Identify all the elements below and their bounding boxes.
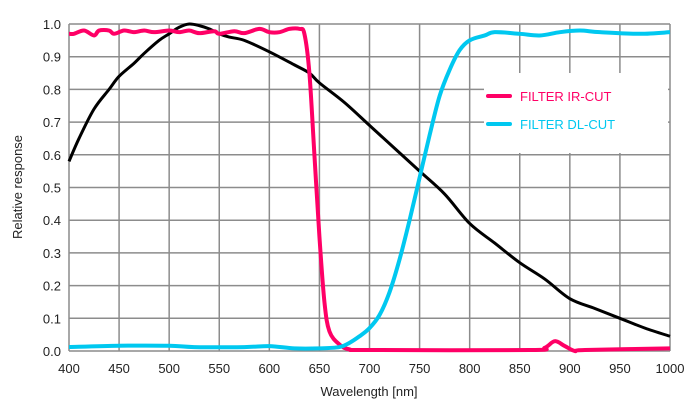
x-tick-label: 900 — [559, 361, 581, 376]
series-line-sensor-response — [67, 22, 671, 338]
x-tick-label: 700 — [359, 361, 381, 376]
y-tick-label: 0.7 — [43, 115, 61, 130]
legend-background — [484, 73, 668, 153]
series-line-filter-dl-cut — [68, 28, 671, 351]
legend-label-dl-cut: FILTER DL-CUT — [520, 117, 615, 132]
x-tick-label: 850 — [509, 361, 531, 376]
y-tick-label: 0.2 — [43, 279, 61, 294]
x-tick-label: 600 — [258, 361, 280, 376]
y-tick-label: 0.4 — [43, 213, 61, 228]
x-tick-labels: 400 450 500 550 600 650 700 750 800 850 900 950 1000 — [58, 361, 684, 376]
x-axis-label: Wavelength [nm] — [320, 384, 417, 399]
y-tick-label: 0.6 — [43, 148, 61, 163]
x-tick-label: 450 — [108, 361, 130, 376]
x-tick-label: 950 — [609, 361, 631, 376]
y-tick-label: 0.0 — [43, 344, 61, 359]
y-tick-labels: 0.0 0.1 0.2 0.3 0.4 0.5 0.6 0.7 0.8 0.9 1.0 — [43, 17, 61, 359]
x-tick-label: 1000 — [656, 361, 685, 376]
legend-label-ir-cut: FILTER IR-CUT — [520, 89, 612, 104]
y-tick-label: 0.5 — [43, 181, 61, 196]
x-tick-label: 500 — [158, 361, 180, 376]
y-tick-label: 0.9 — [43, 50, 61, 65]
y-axis-label: Relative response — [10, 135, 25, 239]
legend: FILTER IR-CUT FILTER DL-CUT — [486, 89, 615, 132]
x-tick-label: 550 — [208, 361, 230, 376]
y-tick-label: 1.0 — [43, 17, 61, 32]
x-tick-label: 750 — [409, 361, 431, 376]
series-lines — [67, 22, 671, 354]
series-line-filter-ir-cut — [68, 26, 671, 354]
y-tick-label: 0.3 — [43, 246, 61, 261]
y-tick-label: 0.1 — [43, 311, 61, 326]
x-tick-label: 800 — [459, 361, 481, 376]
x-tick-label: 400 — [58, 361, 80, 376]
y-tick-label: 0.8 — [43, 82, 61, 97]
x-tick-label: 650 — [309, 361, 331, 376]
